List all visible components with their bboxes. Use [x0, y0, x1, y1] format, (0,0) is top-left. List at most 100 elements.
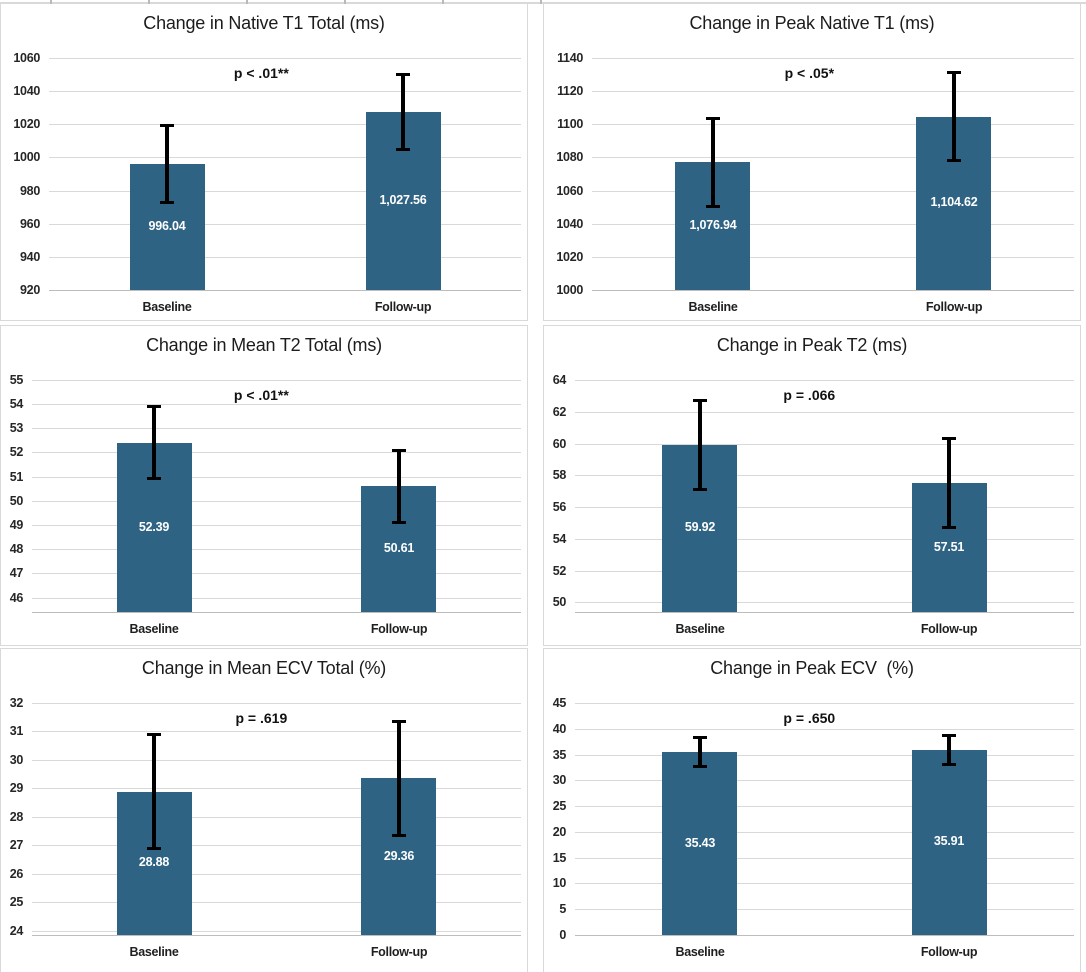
error-bar-top-cap	[942, 437, 956, 440]
bar-value-label: 57.51	[933, 540, 965, 554]
y-axis-tick-label: 1060	[556, 184, 583, 198]
x-axis-category-label: Baseline	[675, 945, 725, 959]
y-axis-tick-label: 52	[552, 564, 567, 578]
chart-title: Change in Native T1 Total (ms)	[143, 13, 385, 33]
gridline	[575, 444, 1074, 445]
gridline	[32, 428, 521, 429]
x-axis-line	[49, 290, 521, 291]
y-axis-tick-label: 0	[559, 928, 566, 942]
gridline	[32, 760, 521, 761]
gridline	[32, 931, 521, 932]
y-axis-tick-label: 1040	[13, 84, 40, 98]
y-axis-tick-label: 24	[9, 924, 24, 938]
y-axis-tick-label: 27	[9, 838, 24, 852]
chart-panel[interactable]: Change in Peak T2 (ms) p = .066 50 52 54 56 58…	[543, 325, 1081, 646]
y-axis-tick-label: 940	[20, 250, 40, 264]
gridline	[49, 257, 521, 258]
error-bar-top-cap	[147, 733, 161, 736]
bar-value-label: 1,104.62	[930, 195, 978, 209]
p-value-annotation: p = .619	[235, 710, 288, 726]
bar-value-label: 59.92	[684, 520, 716, 534]
x-axis-category-label: Baseline	[129, 945, 179, 959]
y-axis-tick-label: 1020	[13, 117, 40, 131]
bar-value-label: 1,027.56	[379, 193, 427, 207]
error-bar	[711, 117, 715, 207]
chart-panel[interactable]: Change in Native T1 Total (ms) p < .01** 9…	[0, 3, 528, 321]
error-bar-bottom-cap	[693, 765, 707, 768]
gridline	[592, 191, 1074, 192]
chart-title: Change in Mean T2 Total (ms)	[146, 335, 382, 355]
y-axis-tick-label: 920	[20, 283, 40, 297]
chart-title: Change in Mean ECV Total (%)	[141, 658, 387, 678]
y-axis-tick-label: 50	[9, 494, 24, 508]
gridline	[575, 571, 1074, 572]
error-bar-top-cap	[392, 720, 406, 723]
p-value-annotation: p = .066	[783, 387, 836, 403]
bar-value-label: 28.88	[138, 855, 170, 869]
y-axis-tick-label: 64	[552, 373, 567, 387]
chart-panel[interactable]: Change in Mean ECV Total (%) p = .619 24 25…	[0, 648, 528, 972]
gridline	[575, 475, 1074, 476]
y-axis-tick-label: 52	[9, 445, 24, 459]
y-axis-tick-label: 48	[9, 542, 24, 556]
y-axis-tick-label: 30	[9, 753, 24, 767]
x-axis-line	[575, 935, 1074, 936]
y-axis-tick-label: 20	[552, 825, 567, 839]
y-axis-tick-label: 1020	[556, 250, 583, 264]
gridline	[32, 598, 521, 599]
y-axis-tick-label: 1040	[556, 217, 583, 231]
bar-value-label: 50.61	[383, 541, 415, 555]
chart-panel[interactable]: Change in Mean T2 Total (ms) p < .01** 46 4…	[0, 325, 528, 646]
gridline	[575, 909, 1074, 910]
y-axis-tick-label: 1140	[557, 51, 583, 65]
y-axis-tick-label: 60	[552, 437, 567, 451]
y-axis-tick-label: 35	[552, 748, 567, 762]
chart-title: Change in Peak Native T1 (ms)	[689, 13, 935, 33]
error-bar-top-cap	[942, 734, 956, 737]
error-bar	[152, 405, 156, 480]
worksheet-column-separator	[246, 0, 248, 4]
y-axis-tick-label: 54	[9, 397, 24, 411]
chart-panel[interactable]: Change in Peak Native T1 (ms) p < .05* 100…	[543, 3, 1081, 321]
y-axis-tick-label: 55	[9, 373, 24, 387]
x-axis-category-label: Follow-up	[374, 300, 432, 314]
error-bar-bottom-cap	[392, 521, 406, 524]
x-axis-category-label: Baseline	[675, 622, 725, 636]
y-axis-tick-label: 40	[552, 722, 567, 736]
y-axis-tick-label: 25	[552, 799, 567, 813]
gridline	[49, 58, 521, 59]
gridline	[32, 703, 521, 704]
error-bar-top-cap	[392, 449, 406, 452]
y-axis-tick-label: 31	[9, 724, 24, 738]
gridline	[575, 755, 1074, 756]
error-bar	[152, 733, 156, 850]
x-axis-category-label: Follow-up	[370, 622, 428, 636]
worksheet-column-separator	[148, 0, 150, 4]
error-bar	[698, 736, 702, 768]
chart-panel[interactable]: Change in Peak ECV (%) p = .650 0 5 10 15 20 25…	[543, 648, 1081, 972]
error-bar	[947, 437, 951, 529]
x-axis-line	[32, 612, 521, 613]
bar-value-label: 35.91	[933, 834, 965, 848]
gridline	[575, 858, 1074, 859]
y-axis-tick-label: 980	[20, 184, 40, 198]
error-bar-top-cap	[693, 736, 707, 739]
y-axis-tick-label: 5	[559, 902, 566, 916]
error-bar-bottom-cap	[160, 201, 174, 204]
y-axis-tick-label: 49	[9, 518, 24, 532]
gridline	[575, 832, 1074, 833]
error-bar-bottom-cap	[396, 148, 410, 151]
gridline	[49, 157, 521, 158]
error-bar-bottom-cap	[693, 488, 707, 491]
y-axis-tick-label: 1060	[13, 51, 40, 65]
gridline	[575, 412, 1074, 413]
y-axis-tick-label: 51	[9, 470, 24, 484]
x-axis-line	[592, 290, 1074, 291]
worksheet-column-separator	[442, 0, 444, 4]
error-bar-bottom-cap	[392, 834, 406, 837]
y-axis-tick-label: 1000	[13, 150, 40, 164]
error-bar	[397, 720, 401, 837]
gridline	[575, 729, 1074, 730]
y-axis-tick-label: 15	[552, 851, 567, 865]
